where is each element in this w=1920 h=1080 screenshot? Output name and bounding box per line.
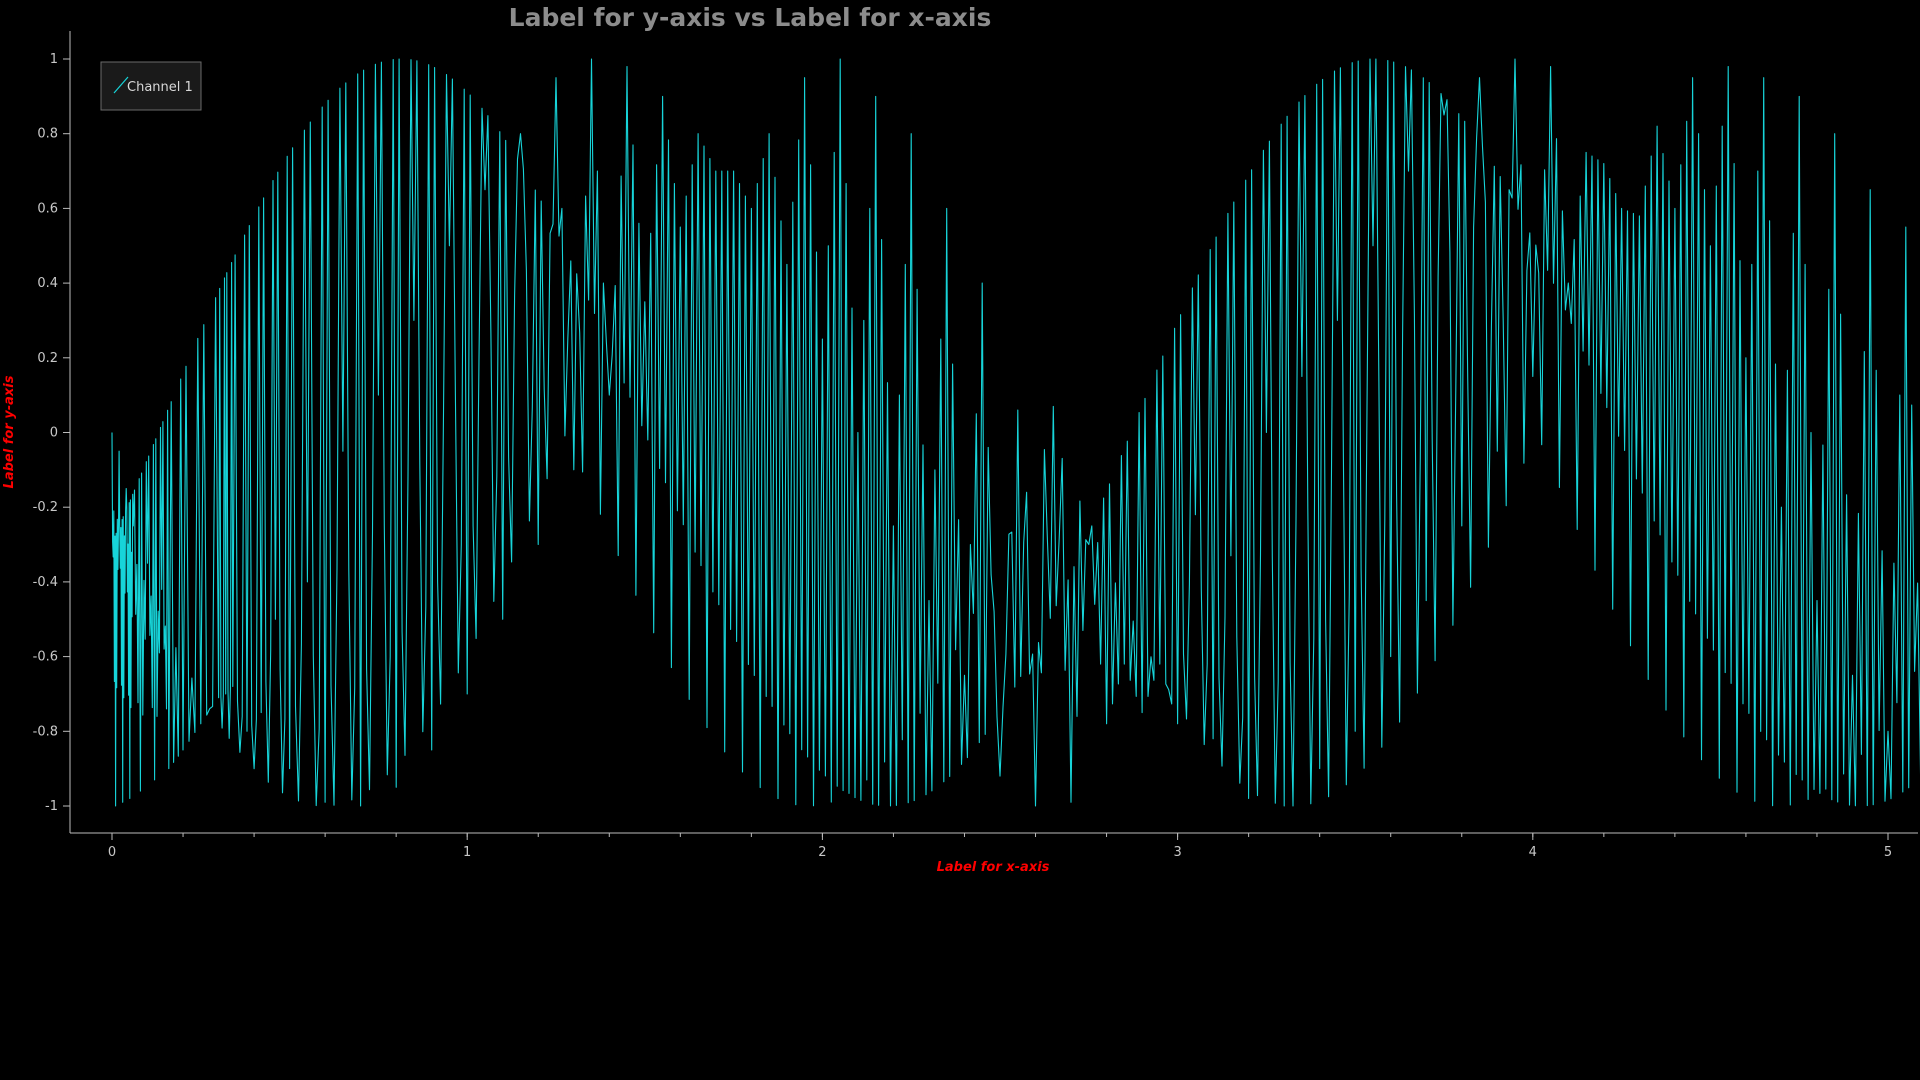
- x-tick-label: 1: [463, 845, 471, 860]
- y-tick-label: 0.8: [37, 127, 58, 142]
- y-tick-label: 1: [50, 52, 58, 67]
- plot-area: [111, 58, 1920, 807]
- series-line-channel-1: [111, 58, 1920, 807]
- y-tick-label: -0.6: [33, 650, 58, 665]
- y-tick-label: -0.8: [33, 724, 58, 739]
- legend-swatch-channel-1: [113, 76, 129, 94]
- y-tick-label: 0.4: [37, 276, 58, 291]
- y-tick-label: -0.4: [33, 575, 58, 590]
- legend: Channel 1: [100, 61, 202, 111]
- legend-entry-channel-1: Channel 1: [127, 80, 193, 95]
- axes: 0 1 2 3 4 5 1 0.8 0.6 0.4 0.2 0 -0.2 -0.4 -0.6 -0.8 -1: [33, 31, 1918, 860]
- y-tick-label: -1: [45, 799, 58, 814]
- x-tick-label: 4: [1529, 845, 1537, 860]
- y-tick-label: 0.6: [37, 201, 58, 216]
- y-tick-label: -0.2: [33, 500, 58, 515]
- chart-title: Label for y-axis vs Label for x-axis: [509, 3, 992, 32]
- x-tick-label: 5: [1884, 845, 1892, 860]
- x-axis-label: Label for x-axis: [937, 860, 1050, 875]
- y-tick-label: 0: [50, 426, 58, 441]
- x-tick-label: 3: [1173, 845, 1181, 860]
- x-tick-label: 0: [108, 845, 116, 860]
- legend-box: [100, 61, 202, 111]
- x-tick-label: 2: [818, 845, 826, 860]
- y-axis-label: Label for y-axis: [2, 375, 17, 488]
- y-tick-label: 0.2: [37, 351, 58, 366]
